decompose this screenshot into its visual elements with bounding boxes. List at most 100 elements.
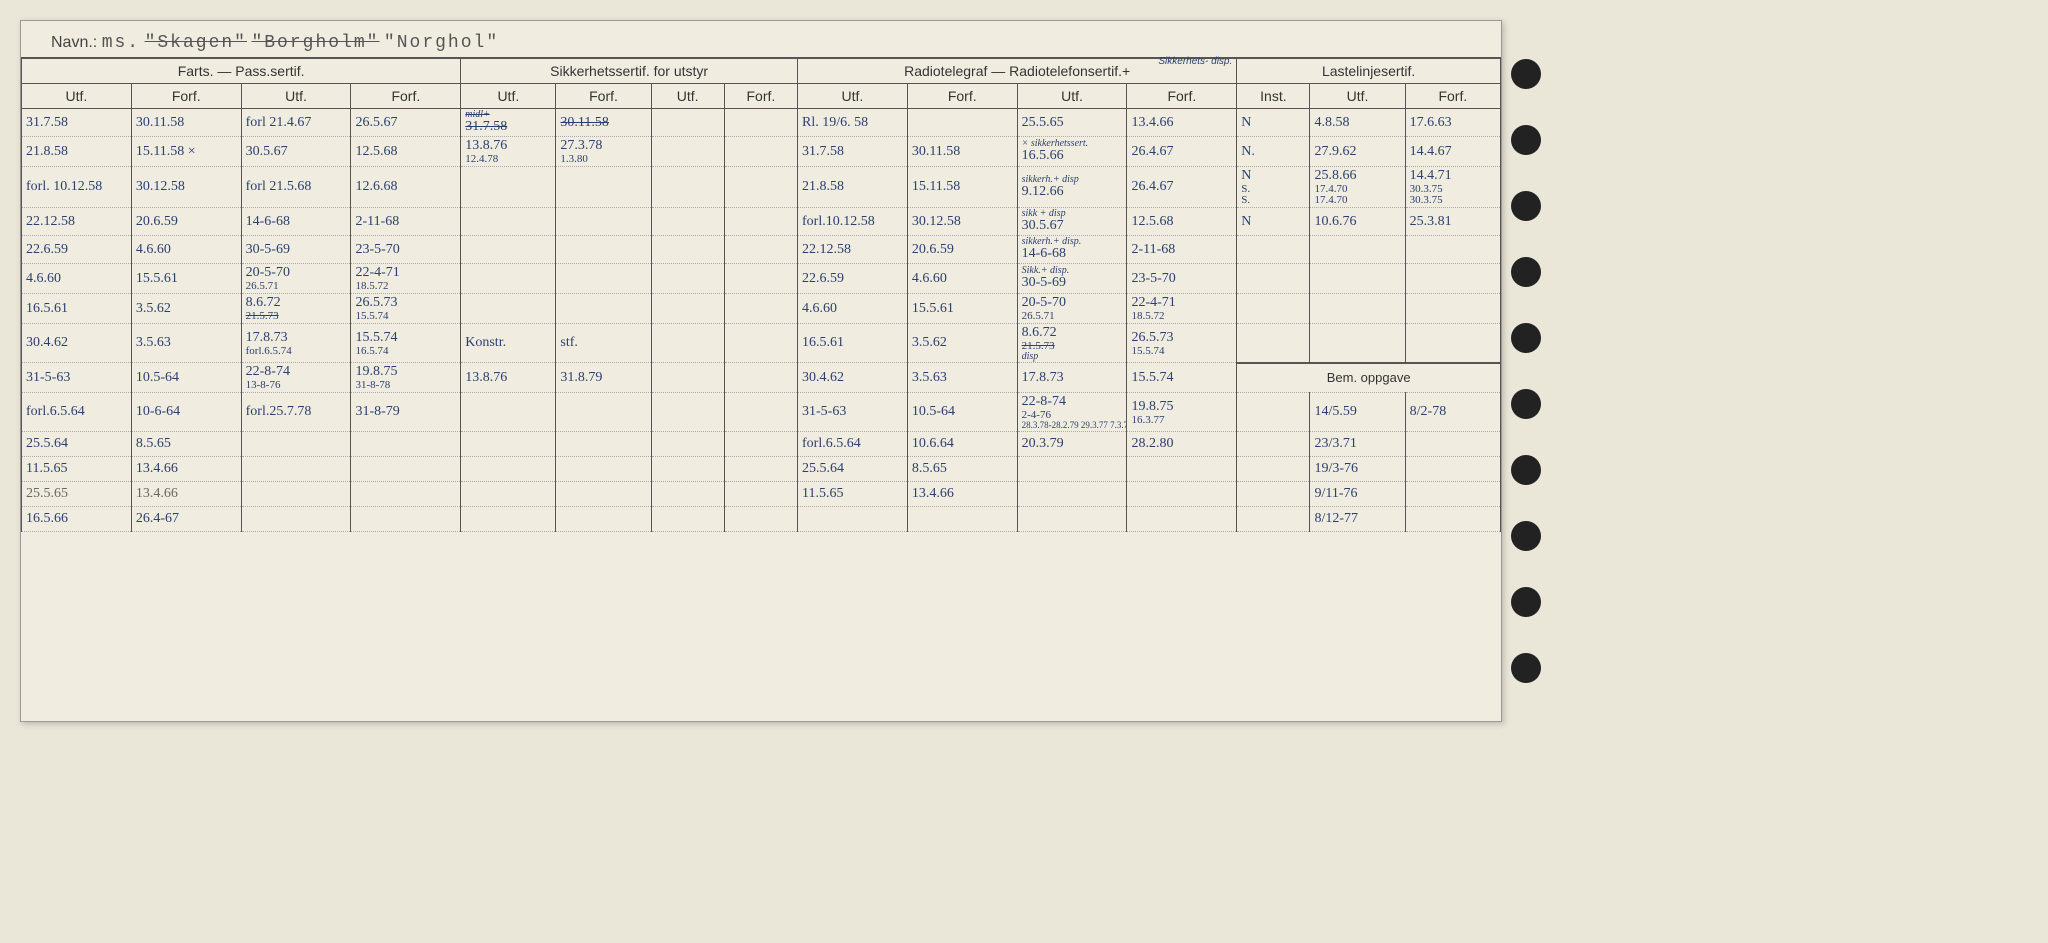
table-cell: 12.5.68 [351, 137, 461, 167]
table-cell: 22-8-7413-8-76 [241, 363, 351, 393]
table-cell: 2-11-68 [351, 208, 461, 236]
col-forf-4: Forf. [724, 84, 797, 109]
table-cell: 15.5.61 [907, 294, 1017, 324]
table-cell: N [1237, 109, 1310, 137]
name-label: Navn.: [51, 34, 97, 51]
group-lastelinje: Lastelinjesertif. [1237, 59, 1501, 84]
table-cell: 3.5.63 [907, 363, 1017, 393]
table-cell: 20.3.79 [1017, 432, 1127, 457]
table-cell [1127, 482, 1237, 507]
table-cell [724, 363, 797, 393]
table-cell: 13.4.66 [131, 457, 241, 482]
table-cell [461, 236, 556, 264]
table-cell [556, 393, 651, 432]
table-cell: 15.5.7416.5.74 [351, 324, 461, 363]
table-cell: 22-4-7118.5.72 [1127, 294, 1237, 324]
col-utf-1: Utf. [22, 84, 132, 109]
punch-hole [1511, 455, 1541, 485]
table-cell: 19.8.7516.3.77 [1127, 393, 1237, 432]
table-cell [1310, 264, 1405, 294]
table-cell: 31-5-63 [798, 393, 908, 432]
table-cell: 26.5.7315.5.74 [351, 294, 461, 324]
table-cell [1237, 294, 1310, 324]
table-cell: 14.4.7130.3.7530.3.75 [1405, 167, 1500, 208]
table-cell [724, 294, 797, 324]
table-cell [1405, 324, 1500, 363]
punch-hole [1511, 59, 1541, 89]
table-cell [351, 507, 461, 532]
col-forf-2: Forf. [351, 84, 461, 109]
table-cell: NS.S. [1237, 167, 1310, 208]
table-cell: 30.11.58 [907, 137, 1017, 167]
table-cell [1237, 432, 1310, 457]
ship-prefix: ms. [102, 33, 140, 53]
table-cell [556, 236, 651, 264]
table-cell [724, 109, 797, 137]
col-forf-7: Forf. [1405, 84, 1500, 109]
table-cell: 31-5-63 [22, 363, 132, 393]
table-cell [651, 432, 724, 457]
table-cell: forl.25.7.78 [241, 393, 351, 432]
bem-oppgave-header: Bem. oppgave [1237, 363, 1501, 393]
table-cell: 15.11.58 × [131, 137, 241, 167]
table-cell [724, 482, 797, 507]
table-cell [461, 432, 556, 457]
table-cell [351, 432, 461, 457]
table-cell: 28.2.80 [1127, 432, 1237, 457]
table-cell: forl 21.4.67 [241, 109, 351, 137]
table-cell: 30.4.62 [22, 324, 132, 363]
table-cell: stf. [556, 324, 651, 363]
table-row: 22.6.594.6.6030-5-6923-5-7022.12.5820.6.… [22, 236, 1501, 264]
table-cell: midl+31.7.58 [461, 109, 556, 137]
table-cell: 16.5.66 [22, 507, 132, 532]
table-cell [556, 482, 651, 507]
table-row: forl.6.5.6410-6-64forl.25.7.7831-8-7931-… [22, 393, 1501, 432]
table-row: 31.7.5830.11.58forl 21.4.6726.5.67midl+3… [22, 109, 1501, 137]
table-cell [556, 167, 651, 208]
punch-hole [1511, 653, 1541, 683]
table-row: forl. 10.12.5830.12.58forl 21.5.6812.6.6… [22, 167, 1501, 208]
table-cell [461, 507, 556, 532]
table-cell [651, 167, 724, 208]
table-cell: 25.3.81 [1405, 208, 1500, 236]
table-cell: Rl. 19/6. 58 [798, 109, 908, 137]
table-cell: 3.5.62 [907, 324, 1017, 363]
table-cell [1405, 482, 1500, 507]
table-cell: 27.9.62 [1310, 137, 1405, 167]
table-cell [1405, 236, 1500, 264]
table-cell: 22.6.59 [798, 264, 908, 294]
table-cell [1405, 432, 1500, 457]
table-cell: 17.8.73 [1017, 363, 1127, 393]
col-forf-3: Forf. [556, 84, 651, 109]
table-cell: 10.5-64 [131, 363, 241, 393]
table-cell [556, 457, 651, 482]
table-cell: 4.8.58 [1310, 109, 1405, 137]
table-row: 4.6.6015.5.6120-5-7026.5.7122-4-7118.5.7… [22, 264, 1501, 294]
col-inst: Inst. [1237, 84, 1310, 109]
table-cell [724, 324, 797, 363]
table-cell: N. [1237, 137, 1310, 167]
table-cell [461, 393, 556, 432]
table-cell [724, 137, 797, 167]
table-cell: 20.6.59 [131, 208, 241, 236]
table-row: 30.4.623.5.6317.8.73forl.6.5.7415.5.7416… [22, 324, 1501, 363]
group-radio-note: Sikkerhets- disp. [1158, 57, 1232, 66]
punch-holes [1511, 21, 1551, 721]
group-radio-label: Radiotelegraf — Radiotelefonsertif.+ [904, 63, 1130, 79]
table-cell: 10-6-64 [131, 393, 241, 432]
struck-name-1: "Skagen" [145, 33, 247, 53]
table-cell: 22-4-7118.5.72 [351, 264, 461, 294]
table-cell [798, 507, 908, 532]
table-cell: Konstr. [461, 324, 556, 363]
table-cell [651, 264, 724, 294]
table-cell: × sikkerhetssert.16.5.66 [1017, 137, 1127, 167]
table-cell: 30.12.58 [907, 208, 1017, 236]
table-cell: 13.4.66 [131, 482, 241, 507]
table-cell: N [1237, 208, 1310, 236]
table-cell: 20.6.59 [907, 236, 1017, 264]
table-cell: 14/5.59 [1310, 393, 1405, 432]
table-cell: 26.4-67 [131, 507, 241, 532]
table-cell: sikkerh.+ disp.14-6-68 [1017, 236, 1127, 264]
table-cell [461, 264, 556, 294]
table-cell: 10.6.76 [1310, 208, 1405, 236]
